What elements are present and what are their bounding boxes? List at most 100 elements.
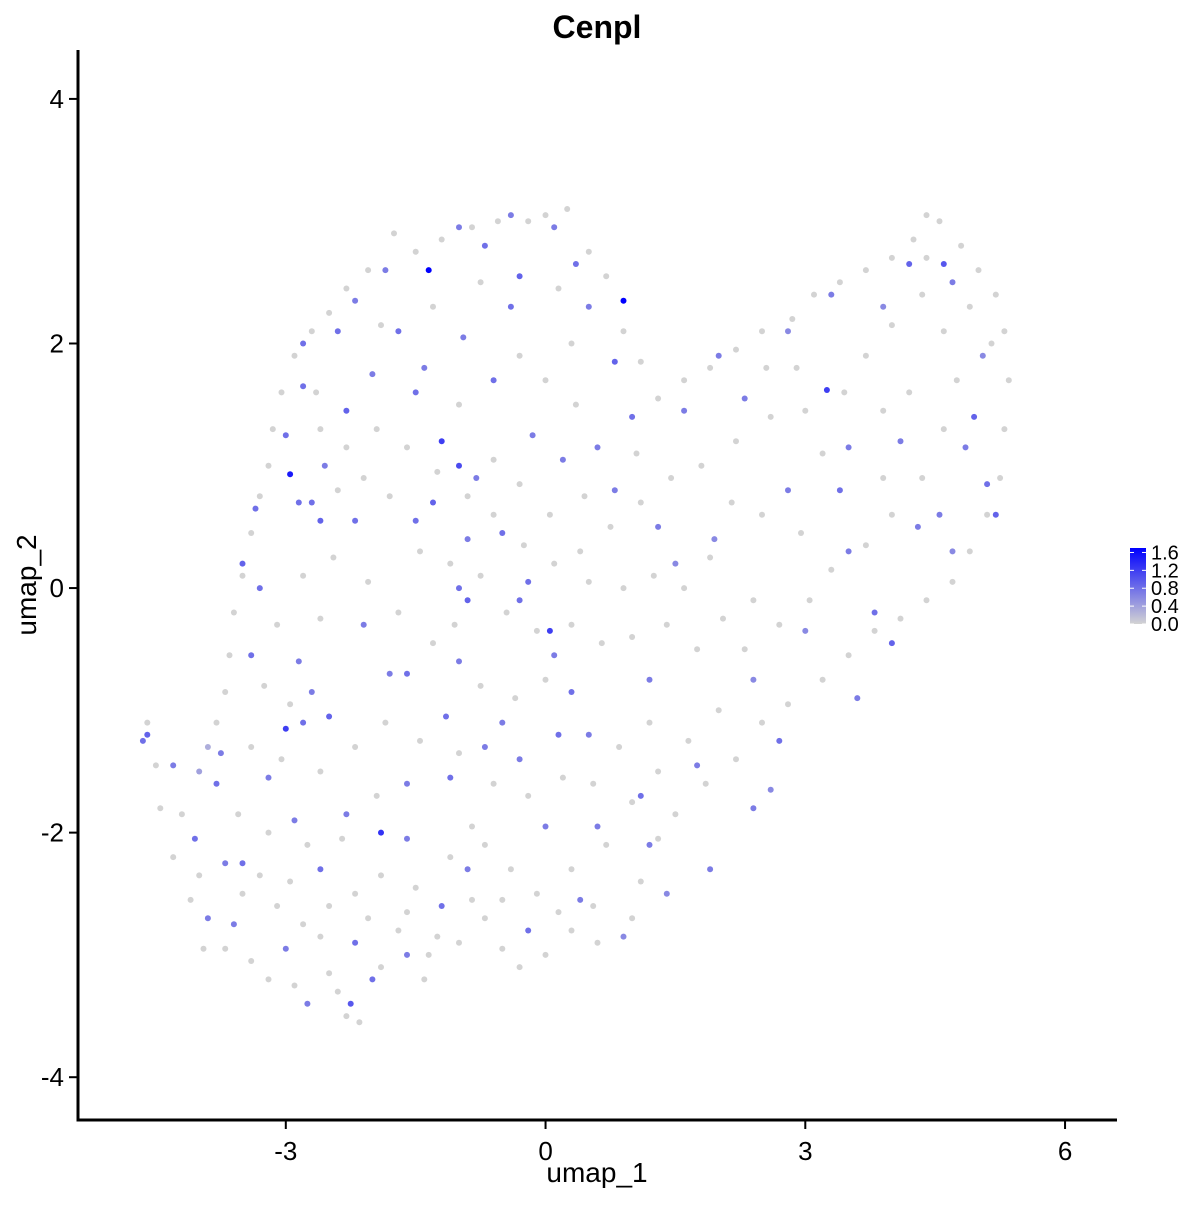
data-point [880,475,887,481]
data-point [923,254,930,261]
data-point [936,511,943,518]
data-point [585,248,592,255]
data-point [438,903,445,909]
data-point [378,829,384,836]
data-point [988,340,995,347]
data-point [888,511,895,518]
data-point [572,261,579,267]
data-point [512,695,519,702]
data-point [352,297,359,304]
data-point [256,493,263,500]
data-point [378,322,384,329]
data-point [598,640,605,647]
data-point [663,621,670,628]
data-point [412,389,419,396]
data-point [278,756,285,763]
data-point [594,939,601,946]
data-point [750,676,757,683]
data-point [395,328,402,335]
data-point [711,536,718,543]
data-point [447,774,454,781]
data-point [412,517,419,524]
data-point [378,964,384,971]
data-point [360,475,367,481]
data-point [836,279,843,286]
data-point [196,768,203,775]
data-point [334,988,341,995]
data-point [456,462,462,469]
data-point [975,267,982,274]
data-point [750,805,757,812]
data-point [525,218,532,225]
y-tick-label: 2 [50,328,64,358]
color-legend-bar [1130,548,1146,624]
data-point [373,792,380,799]
data-point [256,585,263,592]
data-point [668,475,675,481]
data-point [759,719,765,726]
data-point [707,554,714,561]
color-legend-ticks: 1.61.20.80.40.0 [1130,542,1179,636]
data-point [456,585,462,592]
data-point [542,377,549,384]
data-point [269,426,276,433]
data-point [767,413,774,420]
data-point [425,267,432,274]
data-point [633,450,640,457]
data-point [568,340,575,347]
data-point [715,352,722,359]
data-point [525,578,532,585]
data-point [421,364,428,371]
x-tick-label: 0 [538,1136,552,1166]
data-point [629,915,636,922]
data-point [516,756,523,763]
color-legend-label: 0.0 [1151,614,1179,636]
data-point [443,713,449,720]
data-point [551,560,558,567]
data-point [200,945,207,952]
data-point [650,572,657,579]
data-point [958,242,965,249]
data-point [334,328,341,335]
data-point [564,206,571,212]
data-point [741,395,748,402]
data-point [694,762,701,769]
data-point [239,860,246,867]
data-point [304,841,311,848]
data-point [300,383,307,390]
data-point [845,652,852,659]
data-point [295,499,302,506]
data-point [629,634,636,640]
data-point [404,951,410,958]
data-point [629,799,636,806]
data-point [854,695,861,702]
data-point [542,212,549,219]
data-point [992,511,999,518]
y-tick-label: -4 [41,1062,64,1092]
data-point [551,224,558,231]
data-point [425,951,432,958]
data-point [456,939,462,946]
data-point [897,615,904,622]
data-point [451,621,458,628]
data-point [776,621,783,628]
y-tick-label: -2 [41,818,64,848]
data-point [542,823,549,830]
color-legend-label: 0.4 [1151,596,1179,618]
data-point [434,933,441,940]
data-point [343,1013,350,1020]
data-point [456,224,462,231]
data-point [373,426,380,433]
data-point [481,744,488,750]
data-point [637,878,644,885]
data-point [300,340,307,347]
data-point [880,407,887,414]
data-point [490,780,497,787]
data-point [637,499,644,506]
x-axis-title: umap_1 [546,1157,647,1188]
data-point [313,389,320,396]
data-point [914,523,921,530]
data-point [339,835,346,842]
data-point [438,438,445,445]
data-point [551,652,558,659]
